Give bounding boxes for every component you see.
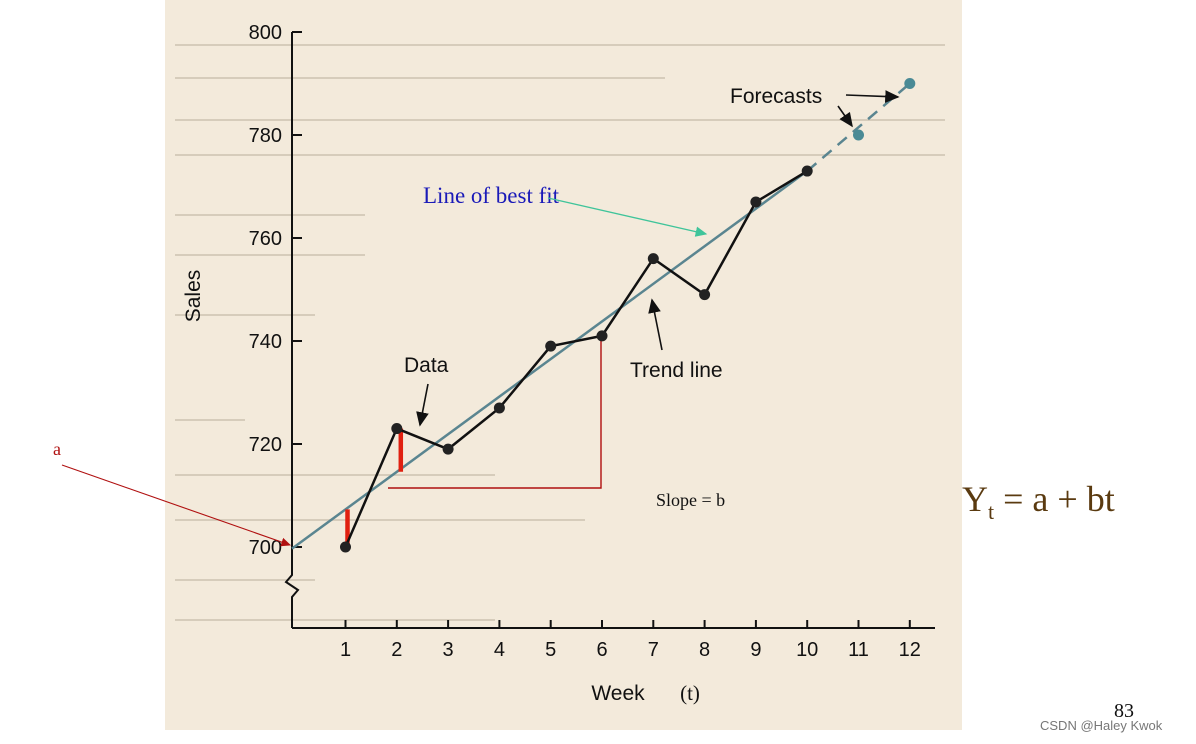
- data-point: [647, 253, 659, 265]
- bleed-through-text: [175, 44, 945, 621]
- data-point: [699, 289, 711, 301]
- x-tick-label: 8: [699, 639, 710, 661]
- x-tick-label: 10: [796, 639, 818, 661]
- data-point: [340, 541, 351, 553]
- forecast-points: [853, 78, 916, 141]
- formula-rhs: = a + bt: [994, 479, 1115, 519]
- formula-subscript: t: [988, 499, 995, 525]
- x-tick-label: 9: [750, 639, 761, 661]
- y-tick-label: 800: [249, 22, 282, 44]
- slope-label: Slope = b: [656, 490, 725, 510]
- data-label: Data: [404, 354, 449, 377]
- watermark: CSDN @Haley Kwok: [1040, 718, 1163, 733]
- formula-y: Y: [962, 479, 988, 519]
- intercept-a-arrow: [61, 464, 292, 547]
- x-tick-label: 5: [545, 639, 556, 661]
- x-tick-label: 11: [848, 639, 869, 661]
- x-axis-label: Week: [591, 682, 645, 705]
- data-point: [493, 402, 505, 414]
- forecast-point: [904, 78, 916, 89]
- data-arrow: [416, 383, 429, 427]
- x-tick-label: 7: [648, 639, 659, 661]
- data-point: [750, 196, 762, 208]
- y-axis-label: Sales: [182, 270, 205, 323]
- x-tick-label: 1: [340, 639, 351, 661]
- forecast-point: [853, 129, 864, 141]
- data-point: [442, 443, 454, 455]
- x-tick-label: 6: [596, 639, 607, 661]
- intercept-a-label: a: [53, 439, 61, 459]
- scanned-figure-background: [165, 0, 962, 730]
- data-point: [596, 330, 608, 342]
- y-tick-label: 720: [249, 434, 282, 456]
- line-of-best-fit-label: Line of best fit: [423, 183, 560, 208]
- y-tick-label: 700: [249, 537, 282, 559]
- regression-formula: Yt = a + bt: [962, 478, 1115, 525]
- x-tick-labels: 1 2 3 4 5 6 7 8 9 10 11 12: [340, 620, 921, 661]
- forecasts-arrow-down: [837, 105, 853, 128]
- x-tick-label: 12: [899, 639, 921, 661]
- forecast-dashed-line: [806, 82, 911, 173]
- x-tick-label: 2: [391, 639, 402, 661]
- x-tick-label: 3: [443, 639, 454, 661]
- x-axis-label-suffix: (t): [680, 681, 700, 705]
- data-point: [801, 165, 813, 177]
- line-of-best-fit: [291, 170, 808, 550]
- trend-line-arrow: [648, 298, 663, 351]
- y-tick-label: 780: [249, 125, 282, 147]
- data-point: [545, 340, 557, 352]
- y-tick-label: 760: [249, 228, 282, 250]
- data-point: [391, 423, 403, 435]
- data-points: [340, 165, 813, 553]
- slope-box: [388, 337, 602, 489]
- best-fit-arrow: [547, 197, 708, 237]
- page-number: 83: [1114, 700, 1134, 722]
- y-axis: [284, 32, 300, 628]
- y-tick-label: 740: [249, 331, 282, 353]
- forecasts-label: Forecasts: [730, 85, 822, 108]
- x-tick-label: 4: [494, 639, 505, 661]
- y-tick-labels: 700 720 740 760 780 800: [249, 22, 302, 559]
- forecasts-arrow-right: [845, 90, 900, 103]
- trend-line-label: Trend line: [630, 359, 723, 382]
- data-trend-line: [344, 169, 808, 548]
